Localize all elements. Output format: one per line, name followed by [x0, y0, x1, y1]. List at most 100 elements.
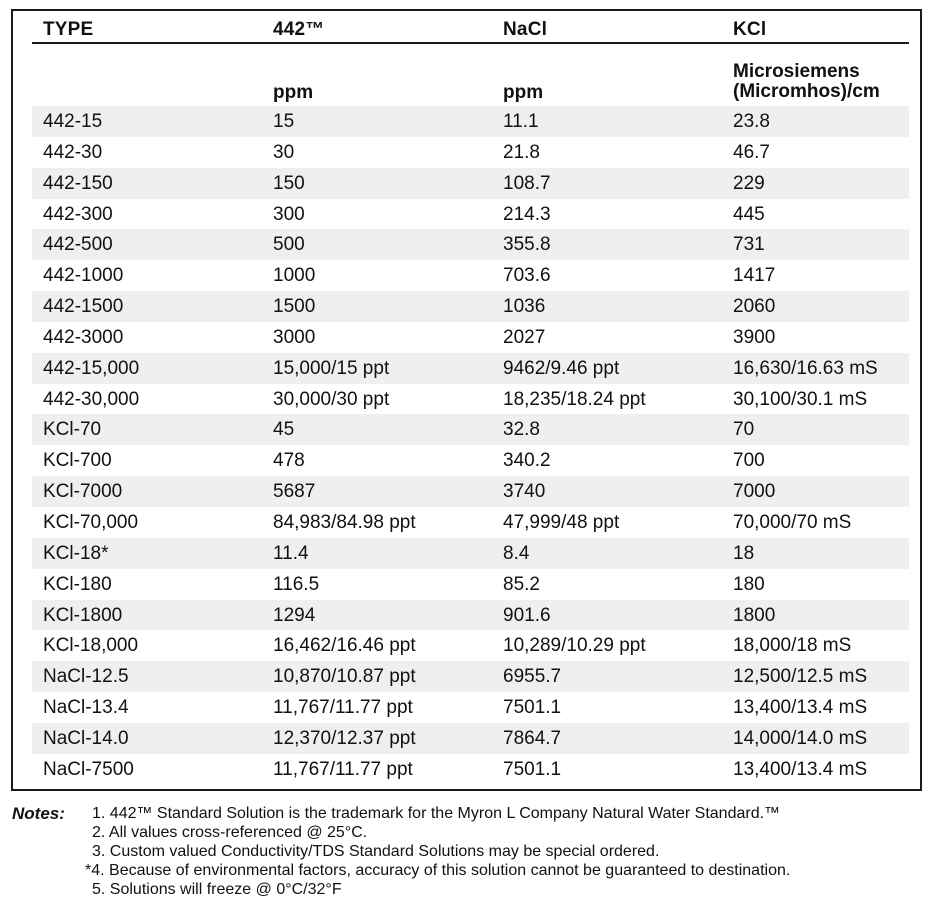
header-nacl: NaCl [503, 19, 548, 40]
cell-nacl-ppm: 7501.1 [503, 758, 562, 780]
table-row: 442-15,000 15,000/15 ppt 9462/9.46 ppt 16,6… [32, 352, 909, 384]
note-1: 1. 442™ Standard Solution is the tradema… [92, 805, 781, 822]
cell-kcl-conductivity: 700 [733, 450, 765, 472]
header-kcl: KCl [733, 19, 767, 40]
cell-kcl-conductivity: 445 [733, 203, 765, 225]
table-row: KCl-1800 1294 901.6 1800 [32, 599, 909, 631]
table-row: 442-1500 1500 1036 2060 [32, 291, 909, 322]
table-row: KCl-7000 5687 3740 7000 [32, 476, 909, 507]
cell-kcl-conductivity: 229 [733, 172, 765, 194]
cell-type: KCl-180 [43, 573, 112, 595]
cell-nacl-ppm: 340.2 [503, 450, 551, 472]
cell-nacl-ppm: 18,235/18.24 ppt [503, 388, 646, 410]
cell-type: 442-30 [43, 141, 103, 163]
cell-442-ppm: 84,983/84.98 ppt [273, 511, 416, 533]
cell-442-ppm: 15 [273, 111, 295, 132]
note-3: 3. Custom valued Conductivity/TDS Standa… [92, 843, 660, 860]
cell-nacl-ppm: 108.7 [503, 172, 551, 194]
unit-442: ppm [273, 82, 314, 103]
cell-nacl-ppm: 85.2 [503, 573, 540, 595]
cell-kcl-conductivity: 30,100/30.1 mS [733, 388, 868, 410]
unit-nacl: ppm [503, 82, 544, 103]
cell-kcl-conductivity: 1800 [733, 604, 776, 626]
table-row: NaCl-12.5 10,870/10.87 ppt 6955.7 12,500/12… [32, 661, 909, 693]
table-row: KCl-70 45 32.8 70 [32, 414, 909, 446]
note-2: 2. All values cross-referenced @ 25°C. [92, 824, 368, 841]
cell-type: KCl-70 [43, 419, 102, 441]
cell-type: 442-1000 [43, 265, 124, 287]
cell-kcl-conductivity: 18,000/18 mS [733, 635, 852, 657]
cell-type: NaCl-14.0 [43, 727, 129, 749]
cell-type: 442-1500 [43, 296, 124, 318]
cell-type: 442-300 [43, 203, 113, 225]
table-row: KCl-180 116.5 85.2 180 [32, 569, 909, 600]
cell-kcl-conductivity: 18 [733, 542, 755, 564]
table-header-row [32, 11, 909, 44]
table-row: 442-150 150 108.7 229 [32, 167, 909, 199]
table-row: NaCl-14.0 12,370/12.37 ppt 7864.7 14,000/14… [32, 722, 909, 754]
cell-442-ppm: 11,767/11.77 ppt [273, 758, 413, 780]
table-row: NaCl-13.4 11,767/11.77 ppt 7501.1 13,400/13… [32, 692, 909, 723]
cell-kcl-conductivity: 3900 [733, 326, 776, 348]
cell-nacl-ppm: 11.1 [503, 111, 539, 132]
cell-kcl-conductivity: 1417 [733, 265, 776, 287]
cell-nacl-ppm: 32.8 [503, 419, 540, 441]
table-body: 442-15 15 11.1 23.8 442-30 30 21.8 46.7 442-150 1… [32, 106, 909, 785]
cell-kcl-conductivity: 12,500/12.5 mS [733, 666, 868, 688]
note-4: *4. Because of environmental factors, ac… [85, 862, 791, 879]
cell-nacl-ppm: 6955.7 [503, 666, 562, 688]
cell-442-ppm: 1500 [273, 296, 316, 318]
table-row: 442-500 500 355.8 731 [32, 229, 909, 261]
cell-442-ppm: 10,870/10.87 ppt [273, 666, 416, 688]
cell-type: NaCl-7500 [43, 758, 134, 780]
cell-442-ppm: 300 [273, 203, 305, 225]
table-row: 442-1000 1000 703.6 1417 [32, 260, 909, 291]
table-row: 442-30 30 21.8 46.7 [32, 137, 909, 168]
cell-nacl-ppm: 47,999/48 ppt [503, 511, 620, 533]
cell-type: 442-3000 [43, 326, 124, 348]
cell-kcl-conductivity: 731 [733, 234, 765, 256]
cell-type: NaCl-12.5 [43, 666, 129, 688]
cell-442-ppm: 150 [273, 172, 305, 194]
cell-442-ppm: 1294 [273, 604, 316, 626]
cell-nacl-ppm: 8.4 [503, 542, 530, 564]
cell-type: KCl-7000 [43, 481, 123, 503]
standards-table: TYPE 442™ NaCl KCl ppm ppm Microsiemens … [11, 9, 922, 791]
note-5: 5. Solutions will freeze @ 0°C/32°F [92, 881, 342, 898]
cell-442-ppm: 15,000/15 ppt [273, 357, 390, 379]
header-type: TYPE [43, 19, 94, 40]
cell-kcl-conductivity: 23.8 [733, 111, 770, 132]
unit-kcl-line1: Microsiemens [733, 61, 860, 82]
cell-442-ppm: 11,767/11.77 ppt [273, 697, 413, 719]
cell-442-ppm: 30,000/30 ppt [273, 388, 390, 410]
cell-kcl-conductivity: 14,000/14.0 mS [733, 727, 868, 749]
cell-kcl-conductivity: 46.7 [733, 141, 770, 163]
cell-kcl-conductivity: 2060 [733, 296, 776, 318]
cell-kcl-conductivity: 70 [733, 419, 755, 441]
unit-kcl-line2: (Micromhos)/cm [733, 81, 880, 102]
cell-nacl-ppm: 7501.1 [503, 697, 562, 719]
table-row: 442-30,000 30,000/30 ppt 18,235/18.24 ppt 3… [32, 384, 909, 415]
cell-nacl-ppm: 214.3 [503, 203, 551, 225]
table-row: KCl-70,000 84,983/84.98 ppt 47,999/48 ppt 7… [32, 507, 909, 538]
cell-type: KCl-18,000 [43, 635, 139, 657]
cell-nacl-ppm: 703.6 [503, 265, 551, 287]
cell-kcl-conductivity: 13,400/13.4 mS [733, 697, 868, 719]
header-442: 442™ [273, 19, 325, 40]
notes-label: Notes: [12, 804, 65, 823]
cell-nacl-ppm: 1036 [503, 296, 546, 318]
cell-type: 442-150 [43, 172, 113, 194]
cell-442-ppm: 12,370/12.37 ppt [273, 727, 416, 749]
cell-442-ppm: 3000 [273, 326, 316, 348]
cell-kcl-conductivity: 13,400/13.4 mS [733, 758, 868, 780]
table-row: KCl-18* 11.4 8.4 18 [32, 537, 909, 569]
cell-kcl-conductivity: 180 [733, 573, 765, 595]
cell-type: NaCl-13.4 [43, 697, 129, 719]
table-row: 442-3000 3000 2027 3900 [32, 322, 909, 353]
cell-type: KCl-70,000 [43, 511, 139, 533]
cell-nacl-ppm: 2027 [503, 326, 546, 348]
cell-nacl-ppm: 9462/9.46 ppt [503, 357, 620, 379]
cell-442-ppm: 16,462/16.46 ppt [273, 635, 416, 657]
cell-442-ppm: 30 [273, 141, 295, 163]
cell-nacl-ppm: 21.8 [503, 141, 540, 163]
